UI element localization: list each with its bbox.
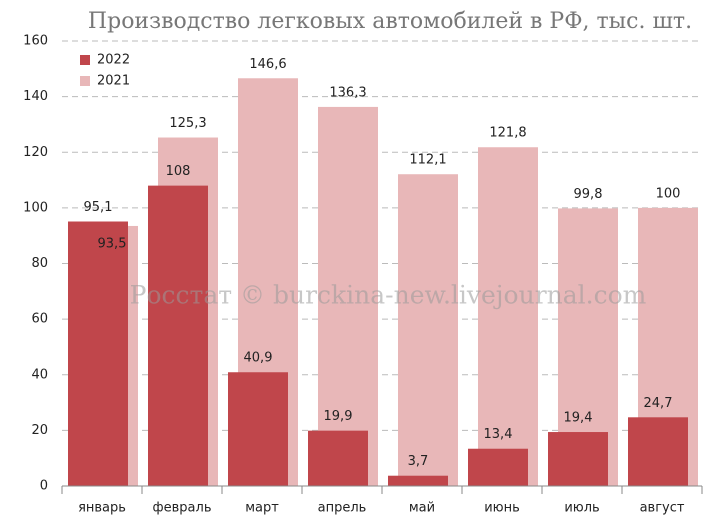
bar: [468, 448, 528, 486]
y-tick-label: 60: [31, 312, 48, 327]
y-tick-label: 160: [23, 34, 48, 49]
x-tick-label: август: [640, 501, 685, 516]
bar: [478, 147, 538, 486]
watermark: Росстат © burckina-new.livejournal.com: [130, 281, 647, 310]
bar: [628, 417, 688, 486]
value-label: 125,3: [169, 116, 206, 131]
value-label: 99,8: [574, 187, 603, 202]
x-tick-label: апрель: [318, 501, 367, 516]
bar: [318, 106, 378, 487]
value-label: 13,4: [484, 427, 513, 442]
x-tick-label: май: [409, 501, 435, 516]
value-label: 112,1: [409, 153, 446, 168]
y-tick-label: 0: [40, 479, 48, 494]
x-tick-label: март: [245, 501, 279, 516]
chart-title: Производство легковых автомобилей в РФ, …: [88, 9, 692, 34]
value-label: 40,9: [244, 351, 273, 366]
value-label: 3,7: [408, 454, 429, 469]
labels: 93,5 125,3 146,6 136,3 112,1 121,8 99,8 100 95,1…: [84, 57, 681, 469]
x-tick-label: июнь: [484, 501, 520, 516]
y-tick-label: 120: [23, 145, 48, 160]
bar: [148, 185, 208, 486]
value-label: 100: [656, 186, 681, 201]
value-label: 146,6: [249, 57, 286, 72]
bar: [388, 475, 448, 486]
y-tick-label: 100: [23, 200, 48, 215]
value-label: 136,3: [329, 85, 366, 100]
x-tick-label: февраль: [153, 501, 212, 516]
value-label: 93,5: [98, 236, 127, 251]
x-tick-label: январь: [78, 501, 126, 516]
bar: [398, 174, 458, 487]
bar: [68, 221, 128, 487]
legend-label: 2022: [97, 53, 130, 68]
y-tick-label: 20: [31, 423, 48, 438]
y-tick-label: 80: [31, 256, 48, 271]
value-label: 121,8: [489, 126, 526, 141]
legend-swatch: [80, 55, 90, 65]
value-label: 19,4: [564, 411, 593, 426]
legend-swatch: [80, 76, 90, 86]
bar: [228, 372, 288, 486]
value-label: 24,7: [644, 396, 673, 411]
value-label: 108: [166, 164, 191, 179]
bar: [548, 432, 608, 486]
bars: [68, 78, 698, 487]
bar: [308, 430, 368, 486]
value-label: 95,1: [84, 200, 113, 215]
value-label: 19,9: [324, 409, 353, 424]
y-tick-label: 140: [23, 89, 48, 104]
legend-label: 2021: [97, 74, 130, 89]
x-tick-label: июль: [564, 501, 599, 516]
y-tick-label: 40: [31, 367, 48, 382]
